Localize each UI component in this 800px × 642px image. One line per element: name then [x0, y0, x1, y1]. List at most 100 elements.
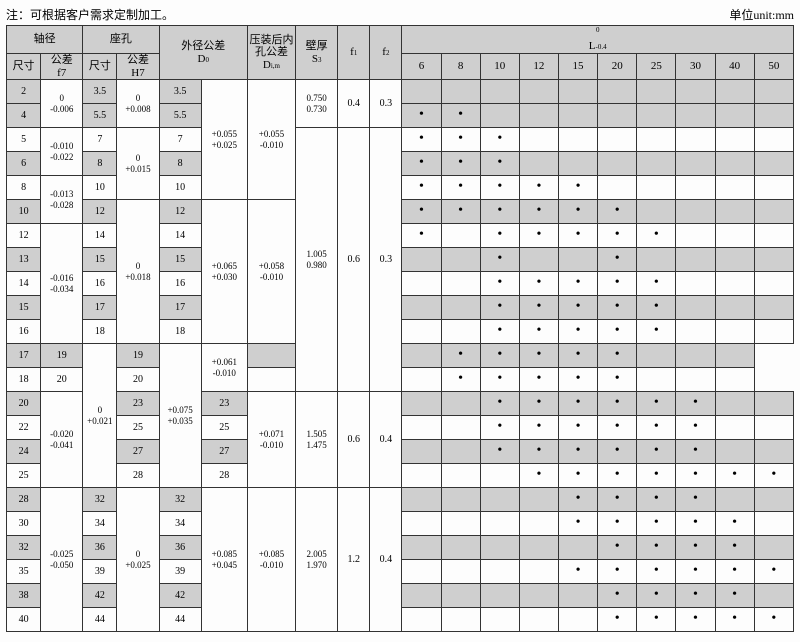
cell-19-7: • [676, 536, 715, 560]
D0tol-11: +0.075+0.035 [159, 344, 201, 488]
cell-17-3 [519, 488, 558, 512]
cell-16-3: • [519, 464, 558, 488]
cell-4-8 [715, 176, 754, 200]
bore-3.5: 3.5 [83, 80, 117, 104]
cell-20-7: • [676, 560, 715, 584]
cell-17-1 [441, 488, 480, 512]
D0-5.5: 5.5 [159, 104, 201, 128]
cell-16-6: • [637, 464, 676, 488]
Dimtol-0: +0.055-0.010 [247, 80, 295, 200]
D0-32: 32 [159, 488, 201, 512]
cell-17-2 [480, 488, 519, 512]
cell-22-3 [519, 608, 558, 632]
cell-2-5 [598, 128, 637, 152]
cell-18-1 [441, 512, 480, 536]
cell-9-4: • [558, 296, 597, 320]
cell-21-2 [480, 584, 519, 608]
D0-42: 42 [159, 584, 201, 608]
bore-20: 20 [41, 368, 83, 392]
cell-8-6: • [637, 272, 676, 296]
cell-18-6: • [637, 512, 676, 536]
D0-7: 7 [159, 128, 201, 152]
cell-3-5 [598, 152, 637, 176]
f1-17: 1.2 [338, 488, 370, 632]
cell-15-0 [402, 440, 441, 464]
cell-18-2 [480, 512, 519, 536]
cell-6-9 [754, 224, 793, 248]
cell-17-8 [715, 488, 754, 512]
cell-3-3 [519, 152, 558, 176]
cell-7-3 [519, 248, 558, 272]
cell-12-8 [676, 368, 715, 392]
cell-3-8 [715, 152, 754, 176]
cell-10-4: • [558, 320, 597, 344]
cell-7-7 [676, 248, 715, 272]
cell-22-1 [441, 608, 480, 632]
cell-22-6: • [637, 608, 676, 632]
cell-9-5: • [598, 296, 637, 320]
cell-10-6: • [637, 320, 676, 344]
cell-3-9 [754, 152, 793, 176]
cell-22-8: • [715, 608, 754, 632]
hdr-L-10: 10 [480, 53, 519, 79]
cell-2-7 [676, 128, 715, 152]
cell-16-9: • [754, 464, 793, 488]
cell-20-2 [480, 560, 519, 584]
hdr-f2: f2 [370, 26, 402, 80]
cell-22-5: • [598, 608, 637, 632]
hdr-L-20: 20 [598, 53, 637, 79]
cell-10-1 [441, 320, 480, 344]
cell-2-4 [558, 128, 597, 152]
tol-f7-13: -0.020-0.041 [41, 392, 83, 488]
f2-17: 0.4 [370, 488, 402, 632]
cell-7-9 [754, 248, 793, 272]
cell-19-1 [441, 536, 480, 560]
cell-1-8 [715, 104, 754, 128]
cell-14-4: • [558, 416, 597, 440]
cell-13-0 [402, 392, 441, 416]
cell-20-9: • [754, 560, 793, 584]
cell-14-0 [402, 416, 441, 440]
cell-15-1 [441, 440, 480, 464]
S3-0: 0.7500.730 [296, 80, 338, 128]
size-22: 22 [7, 416, 41, 440]
cell-20-0 [402, 560, 441, 584]
bore-27: 27 [117, 440, 159, 464]
cell-10-0 [402, 320, 441, 344]
cell-17-0 [402, 488, 441, 512]
cell-5-9 [754, 200, 793, 224]
cell-10-5: • [598, 320, 637, 344]
cell-2-6 [637, 128, 676, 152]
size-10: 10 [7, 200, 41, 224]
cell-14-8 [715, 416, 754, 440]
hdr-L-12: 12 [519, 53, 558, 79]
cell-5-8 [715, 200, 754, 224]
bore-18: 18 [83, 320, 117, 344]
cell-10-2: • [480, 320, 519, 344]
cell-13-5: • [598, 392, 637, 416]
cell-0-9 [754, 80, 793, 104]
cell-16-2 [480, 464, 519, 488]
cell-22-0 [402, 608, 441, 632]
cell-22-9: • [754, 608, 793, 632]
cell-9-6: • [637, 296, 676, 320]
size-6: 6 [7, 152, 41, 176]
D0-39: 39 [159, 560, 201, 584]
size-14: 14 [7, 272, 41, 296]
D0-34: 34 [159, 512, 201, 536]
cell-7-8 [715, 248, 754, 272]
cell-7-4 [558, 248, 597, 272]
hdr-L-6: 6 [402, 53, 441, 79]
cell-21-3 [519, 584, 558, 608]
S3-13: 1.5051.475 [296, 392, 338, 488]
cell-11-7 [637, 344, 676, 368]
f2-13: 0.4 [370, 392, 402, 488]
cell-0-0 [402, 80, 441, 104]
bore-25: 25 [117, 416, 159, 440]
cell-21-9 [754, 584, 793, 608]
cell-14-7: • [676, 416, 715, 440]
cell-5-2: • [480, 200, 519, 224]
bore-32: 32 [83, 488, 117, 512]
cell-1-7 [676, 104, 715, 128]
cell-13-6: • [637, 392, 676, 416]
